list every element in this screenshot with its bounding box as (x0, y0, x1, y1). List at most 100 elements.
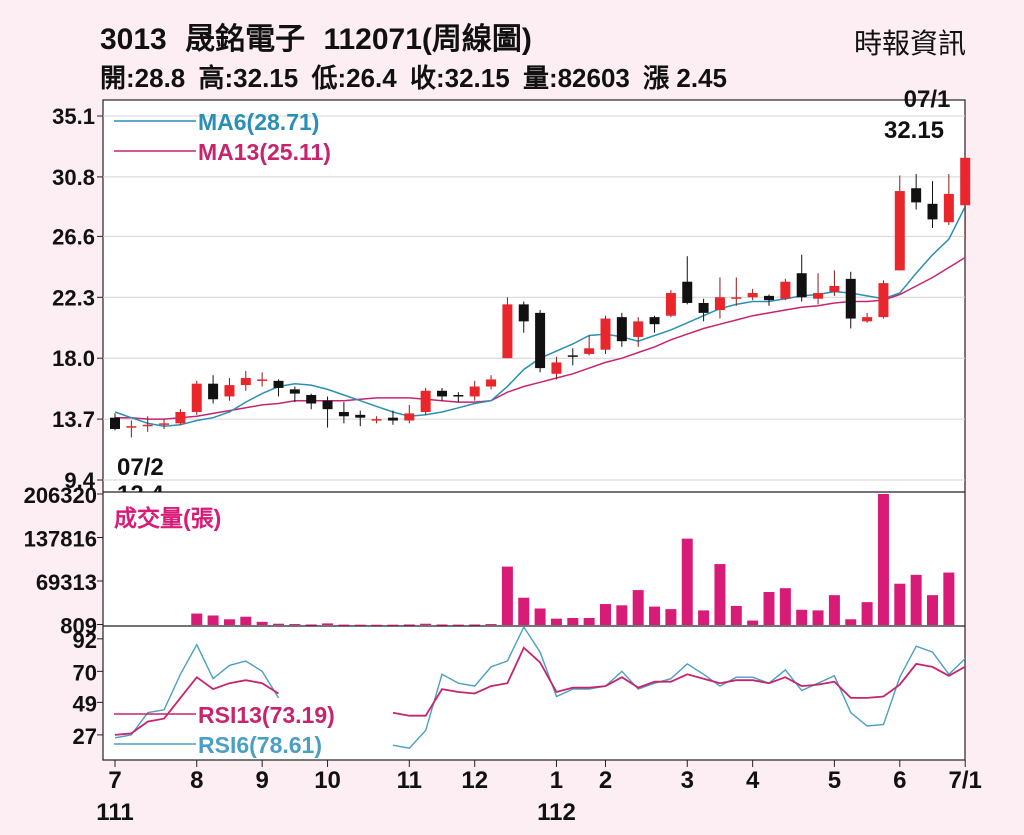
candle (518, 301, 529, 333)
candle-body (551, 362, 562, 374)
x-tick-label: 9 (255, 767, 268, 794)
candle-body (796, 273, 807, 298)
volume-tick-label: 137816 (24, 526, 97, 551)
candle-body (159, 423, 170, 425)
rsi-panel: 92 70 49 27 RSI13(73.19) RSI6(78.61) (73, 626, 965, 758)
candle-body (257, 379, 268, 381)
rsi6-line (392, 626, 965, 749)
candle-body (355, 414, 366, 418)
candle-body (780, 281, 791, 299)
candle (960, 157, 971, 240)
candle-body (126, 426, 137, 428)
candle-body (486, 379, 497, 387)
volume-bar (403, 624, 415, 626)
x-tick-label: 11 (397, 767, 422, 794)
chart-period: 112071(周線圖) (323, 23, 532, 56)
candle (469, 380, 480, 401)
volume-bar (649, 606, 661, 625)
volume-bar (223, 619, 235, 625)
candle (829, 270, 840, 296)
candle-body (633, 321, 644, 337)
candle-body (927, 203, 938, 220)
chart-frame (102, 99, 966, 761)
candle-body (845, 278, 856, 319)
price-legend-label: MA13(25.11) (198, 139, 331, 165)
candle (191, 380, 202, 415)
volume-bar (747, 620, 759, 625)
candle (731, 277, 742, 306)
candle-body (420, 390, 431, 413)
candle (845, 271, 856, 329)
price-tick-label: 13.7 (52, 407, 95, 432)
volume-bar (943, 572, 955, 625)
candle (813, 273, 824, 305)
candle-body (813, 293, 824, 299)
rsi13-line (392, 646, 965, 717)
volume-bar (534, 608, 546, 625)
candle (911, 174, 922, 210)
high-value: 高:32.15 (198, 63, 299, 93)
rsi-lines (114, 626, 965, 749)
candle-body (387, 417, 398, 421)
volume-tick-label: 206320 (24, 483, 97, 508)
volume-bar (894, 583, 906, 625)
candle (175, 409, 186, 425)
candle (698, 298, 709, 322)
candle (878, 280, 889, 319)
x-tick-label: 7/1 (949, 767, 982, 794)
x-tick-label: 5 (828, 767, 841, 794)
candle (551, 356, 562, 380)
candle-body (894, 191, 905, 271)
candle (927, 181, 938, 228)
candle (616, 312, 627, 347)
volume-bar (387, 624, 399, 626)
candle-body (322, 400, 333, 410)
volume-bar (763, 591, 775, 625)
candle-body (175, 412, 186, 424)
candle (764, 294, 774, 306)
volume-bar (828, 595, 840, 625)
candle (862, 312, 873, 323)
rsi-tick-label: 70 (73, 660, 97, 685)
x-year-label: 111 (96, 799, 133, 826)
x-tick-label: 3 (681, 767, 694, 794)
x-tick-label: 2 (599, 767, 612, 794)
candle-body (584, 348, 595, 354)
volume-bar (861, 602, 873, 625)
price-tick-label: 22.3 (52, 285, 95, 310)
volume-bar (240, 616, 252, 625)
open-value: 開:28.8 (100, 63, 186, 93)
volume-bar (600, 604, 611, 625)
candle-body (567, 355, 578, 357)
candle-body (224, 385, 235, 397)
candle-body (943, 193, 954, 223)
volume-bar (616, 605, 628, 625)
candle (142, 416, 153, 432)
candle-body (960, 157, 971, 206)
volume-bar (632, 590, 644, 625)
candle-body (535, 312, 546, 369)
volume-bar (338, 624, 350, 626)
candle (633, 317, 644, 347)
candle (437, 387, 447, 401)
candle-body (306, 395, 317, 404)
candle-body (649, 317, 660, 325)
candle-body (878, 283, 889, 318)
volume-tick-label: 69313 (36, 570, 97, 595)
candle (682, 256, 693, 305)
price-tick-label: 18.0 (52, 346, 95, 371)
candle-body (110, 417, 120, 430)
candle-body (289, 389, 300, 394)
candle (780, 278, 791, 301)
volume-bar (796, 609, 808, 625)
candle (535, 310, 546, 373)
volume-bar (501, 566, 513, 625)
candle (894, 175, 905, 271)
high-date-label: 07/1 (904, 86, 951, 113)
x-tick-label: 12 (461, 767, 488, 794)
volume-bar (730, 605, 742, 625)
volume-bar (420, 623, 432, 625)
candle (322, 396, 333, 428)
rsi-tick-label: 27 (73, 724, 97, 749)
